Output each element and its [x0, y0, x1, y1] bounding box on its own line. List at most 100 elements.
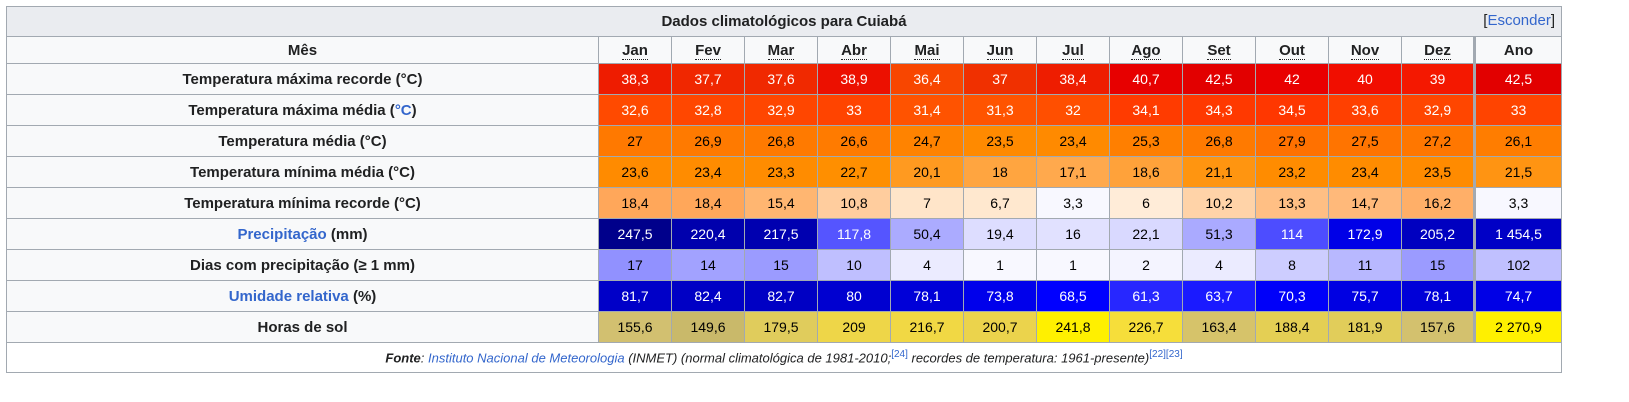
- row-label-link[interactable]: °C: [394, 101, 412, 119]
- value-cell: 157,6: [1401, 311, 1475, 343]
- month-abbr: Jul: [1062, 41, 1084, 60]
- value-cell: 14: [671, 249, 745, 281]
- hide-button[interactable]: Esconder: [1487, 12, 1551, 29]
- table-row: Temperatura mínima média (°C) 23,6 23,4 23,…: [6, 156, 1562, 188]
- value-cell: 82,7: [744, 280, 818, 312]
- year-value-cell: 33: [1473, 94, 1562, 126]
- value-cell: 2: [1109, 249, 1183, 281]
- ref-23-link[interactable]: [23]: [1165, 349, 1183, 361]
- value-cell: 23,2: [1255, 156, 1329, 188]
- row-label-link[interactable]: Umidade relativa: [228, 287, 349, 305]
- value-cell: 18,4: [598, 187, 672, 219]
- row-label: Umidade relativa (%): [6, 280, 599, 312]
- value-cell: 68,5: [1036, 280, 1110, 312]
- value-cell: 172,9: [1328, 218, 1402, 250]
- value-cell: 34,5: [1255, 94, 1329, 126]
- hide-toggle[interactable]: [Esconder]: [1483, 12, 1555, 29]
- value-cell: 181,9: [1328, 311, 1402, 343]
- value-cell: 117,8: [817, 218, 891, 250]
- value-cell: 32,8: [671, 94, 745, 126]
- value-cell: 40: [1328, 63, 1402, 95]
- table-title: Dados climatológicos para Cuiabá: [661, 13, 907, 30]
- value-cell: 38,4: [1036, 63, 1110, 95]
- value-cell: 81,7: [598, 280, 672, 312]
- value-cell: 7: [890, 187, 964, 219]
- year-value-cell: 74,7: [1473, 280, 1562, 312]
- month-abbr: Abr: [841, 41, 867, 60]
- value-cell: 31,4: [890, 94, 964, 126]
- value-cell: 15: [744, 249, 818, 281]
- value-cell: 61,3: [1109, 280, 1183, 312]
- month-header-2: Mar: [744, 36, 818, 64]
- row-label: Dias com precipitação (≥ 1 mm): [6, 249, 599, 281]
- value-cell: 4: [1182, 249, 1256, 281]
- value-cell: 32: [1036, 94, 1110, 126]
- month-abbr: Ago: [1131, 41, 1161, 60]
- value-cell: 17: [598, 249, 672, 281]
- value-cell: 15,4: [744, 187, 818, 219]
- value-cell: 50,4: [890, 218, 964, 250]
- value-cell: 78,1: [890, 280, 964, 312]
- value-cell: 75,7: [1328, 280, 1402, 312]
- value-cell: 27,9: [1255, 125, 1329, 157]
- month-header-4: Mai: [890, 36, 964, 64]
- ref-24-link[interactable]: [24]: [891, 349, 908, 361]
- value-cell: 63,7: [1182, 280, 1256, 312]
- value-cell: 27,5: [1328, 125, 1402, 157]
- year-value-cell: 102: [1473, 249, 1562, 281]
- value-cell: 155,6: [598, 311, 672, 343]
- month-header-0: Jan: [598, 36, 672, 64]
- value-cell: 38,9: [817, 63, 891, 95]
- table-caption: Dados climatológicos para Cuiabá [Escond…: [6, 6, 1562, 37]
- month-abbr: Nov: [1350, 41, 1380, 60]
- value-cell: 33,6: [1328, 94, 1402, 126]
- month-abbr: Dez: [1424, 41, 1451, 60]
- year-header: Ano: [1473, 36, 1562, 64]
- value-cell: 10,8: [817, 187, 891, 219]
- row-label: Temperatura mínima recorde (°C): [6, 187, 599, 219]
- value-cell: 26,8: [744, 125, 818, 157]
- table-row: Precipitação (mm) 247,5 220,4 217,5 117,8 50,…: [6, 218, 1562, 250]
- year-value-cell: 21,5: [1473, 156, 1562, 188]
- month-header-6: Jul: [1036, 36, 1110, 64]
- table-row: Temperatura mínima recorde (°C) 18,4 18,4 1…: [6, 187, 1562, 219]
- value-cell: 40,7: [1109, 63, 1183, 95]
- month-abbr: Jun: [986, 41, 1014, 60]
- value-cell: 78,1: [1401, 280, 1475, 312]
- value-cell: 36,4: [890, 63, 964, 95]
- row-label: Temperatura mínima média (°C): [6, 156, 599, 188]
- value-cell: 19,4: [963, 218, 1037, 250]
- value-cell: 32,6: [598, 94, 672, 126]
- value-cell: 34,1: [1109, 94, 1183, 126]
- value-cell: 27,2: [1401, 125, 1475, 157]
- value-cell: 10,2: [1182, 187, 1256, 219]
- ref-22-link[interactable]: [22]: [1149, 349, 1166, 361]
- row-label: Temperatura máxima média (°C): [6, 94, 599, 126]
- row-label: Precipitação (mm): [6, 218, 599, 250]
- value-cell: 15: [1401, 249, 1475, 281]
- inmet-link[interactable]: Instituto Nacional de Meteorologia: [428, 350, 625, 366]
- value-cell: 73,8: [963, 280, 1037, 312]
- source-cell: Fonte: Instituto Nacional de Meteorologi…: [6, 342, 1562, 373]
- month-abbr: Mar: [767, 41, 795, 60]
- row-label: Temperatura máxima recorde (°C): [6, 63, 599, 95]
- source-label: Fonte: [385, 350, 421, 366]
- row-label-link[interactable]: Precipitação: [237, 225, 327, 243]
- value-cell: 205,2: [1401, 218, 1475, 250]
- value-cell: 80: [817, 280, 891, 312]
- value-cell: 226,7: [1109, 311, 1183, 343]
- value-cell: 1: [1036, 249, 1110, 281]
- value-cell: 32,9: [744, 94, 818, 126]
- value-cell: 20,1: [890, 156, 964, 188]
- value-cell: 42,5: [1182, 63, 1256, 95]
- row-label: Temperatura média (°C): [6, 125, 599, 157]
- value-cell: 34,3: [1182, 94, 1256, 126]
- value-cell: 217,5: [744, 218, 818, 250]
- value-cell: 23,5: [1401, 156, 1475, 188]
- value-cell: 32,9: [1401, 94, 1475, 126]
- climate-table-wrapper: Dados climatológicos para Cuiabá [Escond…: [6, 6, 1562, 373]
- value-cell: 1: [963, 249, 1037, 281]
- table-row: Dias com precipitação (≥ 1 mm) 17 14 15 10 4 1…: [6, 249, 1562, 281]
- month-abbr: Out: [1279, 41, 1305, 60]
- value-cell: 200,7: [963, 311, 1037, 343]
